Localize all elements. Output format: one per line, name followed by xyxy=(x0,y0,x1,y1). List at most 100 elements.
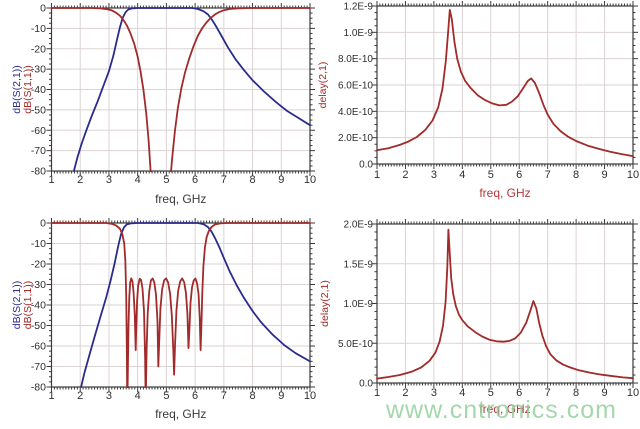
x-tick-labels: 1 2 3 4 5 6 7 8 9 10 xyxy=(48,390,316,402)
chart-s_params_lower: 1 2 3 4 5 6 7 8 9 10 0 -10 -20 -30 -40 -50 -60 -70 -80 freq… xyxy=(11,218,316,422)
plot-frame xyxy=(376,5,634,165)
y-tick-label: 0.0 xyxy=(359,379,373,390)
y-tick-label: 1.0E-9 xyxy=(344,28,374,39)
x-tick-label: 5 xyxy=(163,390,169,402)
x-tick-label: 9 xyxy=(278,390,284,402)
x-tick-label: 4 xyxy=(459,387,465,399)
curve-delay21 xyxy=(376,228,634,380)
x-axis-title: freq, GHz xyxy=(155,192,206,206)
x-tick-label: 4 xyxy=(135,174,141,186)
y-tick-labels: 0.0 2.0E-10 4.0E-10 6.0E-10 8.0E-10 1.0E-9 1.2… xyxy=(338,2,373,171)
x-tick-label: 6 xyxy=(516,169,522,181)
x-tick-label: 10 xyxy=(627,169,639,181)
x-tick-label: 7 xyxy=(545,169,551,181)
curve-s11 xyxy=(50,7,311,172)
y-tick-label: 0.0 xyxy=(359,160,373,171)
x-tick-label: 9 xyxy=(601,387,607,399)
chart-delay_lower: 1 2 3 4 5 6 7 8 9 10 0.0 5.0E-10 1.0E-9 1.5E-9 2.0E-9 f… xyxy=(319,219,639,416)
y-tick-label: 2.0E-10 xyxy=(338,133,373,144)
x-tick-label: 3 xyxy=(106,390,112,402)
y-tick-label: -70 xyxy=(31,361,46,373)
x-tick-label: 8 xyxy=(573,387,579,399)
grid xyxy=(51,223,310,387)
y-tick-label: 6.0E-10 xyxy=(338,81,373,92)
x-tick-label: 9 xyxy=(601,169,607,181)
x-tick-label: 7 xyxy=(221,390,227,402)
y-tick-label: -60 xyxy=(31,125,46,137)
x-tick-label: 6 xyxy=(192,174,198,186)
y-tick-label: -50 xyxy=(31,320,46,332)
x-tick-label: 6 xyxy=(192,390,198,402)
x-tick-label: 3 xyxy=(106,174,112,186)
chart-delay_upper: 1 2 3 4 5 6 7 8 9 10 0.0 2.0E-10 4.0E-10 6.0E-10 8.0E-… xyxy=(317,1,639,200)
y-axis-label-s21: dB(S(2,1)) xyxy=(11,281,23,329)
x-tick-labels: 1 2 3 4 5 6 7 8 9 10 xyxy=(374,387,639,399)
x-tick-label: 3 xyxy=(431,387,437,399)
y-tick-label: 0 xyxy=(40,218,46,230)
x-tick-label: 1 xyxy=(374,387,380,399)
y-tick-labels: 0 -10 -20 -30 -40 -50 -60 -70 -80 xyxy=(31,218,46,394)
x-tick-label: 6 xyxy=(516,387,522,399)
y-tick-label: -10 xyxy=(31,238,46,250)
x-tick-label: 3 xyxy=(431,169,437,181)
x-tick-label: 10 xyxy=(304,390,316,402)
y-tick-label: 5.0E-10 xyxy=(338,339,373,350)
y-tick-label: -40 xyxy=(31,300,46,312)
curve-s21 xyxy=(80,222,311,388)
y-tick-label: -80 xyxy=(31,382,46,394)
y-axis-label-delay21: delay(2,1) xyxy=(317,62,329,109)
y-tick-labels: 0.0 5.0E-10 1.0E-9 1.5E-9 2.0E-9 xyxy=(338,220,373,390)
x-tick-label: 2 xyxy=(402,169,408,181)
y-tick-label: 1.2E-9 xyxy=(344,2,374,13)
x-tick-label: 8 xyxy=(249,390,255,402)
y-tick-labels: 0 -10 -20 -30 -40 -50 -60 -70 -80 xyxy=(31,3,46,178)
x-tick-label: 9 xyxy=(278,174,284,186)
x-tick-label: 7 xyxy=(545,387,551,399)
y-tick-label: -10 xyxy=(31,23,46,35)
y-tick-label: -20 xyxy=(31,259,46,271)
x-tick-labels: 1 2 3 4 5 6 7 8 9 10 xyxy=(374,169,639,181)
x-tick-label: 2 xyxy=(77,174,83,186)
y-tick-label: -30 xyxy=(31,64,46,76)
y-tick-label: 1.5E-9 xyxy=(344,259,374,270)
x-tick-labels: 1 2 3 4 5 6 7 8 9 10 xyxy=(48,174,316,186)
x-tick-label: 5 xyxy=(488,387,494,399)
y-axis-label-s11: dB(S(1,1)) xyxy=(22,281,34,329)
curve-s21 xyxy=(73,7,311,172)
x-tick-label: 10 xyxy=(304,174,316,186)
chart-s_params_upper: 1 2 3 4 5 6 7 8 9 10 0 -10 -20 -30 -40 -50 -60 -70 -80 freq… xyxy=(11,3,316,207)
x-tick-label: 4 xyxy=(459,169,465,181)
curve-s11 xyxy=(50,222,311,388)
plot-frame xyxy=(376,223,634,384)
y-tick-label: 8.0E-10 xyxy=(338,54,373,65)
x-axis-title: freq, GHz xyxy=(479,186,530,200)
x-tick-label: 2 xyxy=(402,387,408,399)
curve-delay21 xyxy=(376,8,634,158)
x-tick-label: 2 xyxy=(77,390,83,402)
y-tick-label: -50 xyxy=(31,104,46,116)
x-tick-label: 8 xyxy=(249,174,255,186)
x-tick-label: 7 xyxy=(221,174,227,186)
y-axis-label-delay21: delay(2,1) xyxy=(319,280,331,327)
y-tick-label: -30 xyxy=(31,279,46,291)
x-tick-label: 4 xyxy=(135,390,141,402)
y-tick-label: -70 xyxy=(31,145,46,157)
y-tick-label: -80 xyxy=(31,166,46,178)
x-axis-title: freq, GHz xyxy=(155,407,206,421)
x-axis-title: freq, GHz xyxy=(479,402,530,416)
y-tick-label: -20 xyxy=(31,43,46,55)
y-axis-label-s21: dB(S(2,1)) xyxy=(11,65,23,113)
y-tick-label: -40 xyxy=(31,84,46,96)
y-tick-label: 2.0E-9 xyxy=(344,220,374,231)
y-tick-label: -60 xyxy=(31,341,46,353)
x-tick-label: 5 xyxy=(488,169,494,181)
x-tick-label: 5 xyxy=(163,174,169,186)
y-tick-label: 4.0E-10 xyxy=(338,107,373,118)
x-tick-label: 1 xyxy=(48,174,54,186)
y-tick-label: 0 xyxy=(40,3,46,15)
x-tick-label: 1 xyxy=(48,390,54,402)
x-tick-label: 10 xyxy=(627,387,639,399)
x-tick-label: 1 xyxy=(374,169,380,181)
